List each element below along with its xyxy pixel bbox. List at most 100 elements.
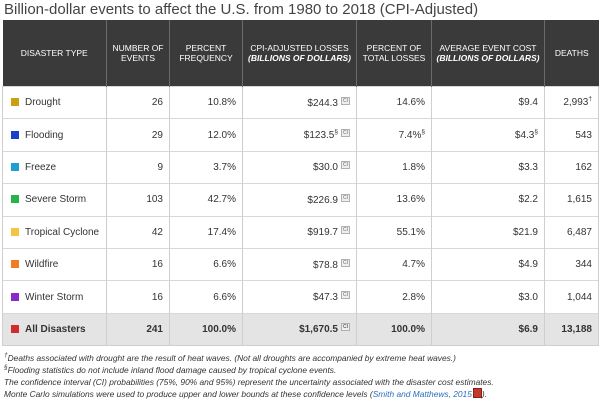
frequency-cell-value: 42.7% [207, 194, 236, 206]
avg-cost-cell-value: $6.9 [518, 323, 538, 335]
percent-losses-cell-mark: § [421, 128, 425, 136]
deaths-cell-value: 2,993 [563, 97, 589, 109]
frequency-cell: 6.6% [169, 280, 243, 314]
deaths-cell: 13,188 [544, 312, 599, 347]
disaster-type-cell: Tropical Cyclone [2, 215, 107, 249]
losses-cell-value: $244.3 [307, 97, 338, 109]
frequency-cell-value: 17.4% [207, 226, 236, 238]
smith-matthews-link[interactable]: Smith and Matthews, 2015 [372, 389, 472, 400]
table-row-total: All Disasters 241 100.0% $1,670.5 CI 100.0% $6… [2, 312, 599, 347]
header-disaster-type: DISASTER TYPE [2, 20, 107, 87]
table-row: Flooding 29 12.0% $123.5§ CI 7.4%§ $4.3§ 543 [2, 118, 599, 152]
percent-losses-cell-value: 7.4% [398, 129, 422, 141]
events-cell: 9 [106, 150, 170, 184]
deaths-cell: 1,044 [544, 280, 599, 314]
avg-cost-cell: $4.3§ [431, 118, 545, 152]
frequency-cell-value: 12.0% [207, 129, 236, 141]
losses-cell-value: $47.3 [312, 292, 338, 304]
percent-losses-cell-value: 55.1% [396, 226, 425, 238]
table-header-row: DISASTER TYPE NUMBER OF EVENTS PERCENT F… [2, 20, 599, 87]
avg-cost-cell: $3.0 [431, 280, 545, 314]
percent-losses-cell: 2.8% [356, 280, 432, 314]
disaster-type-label: All Disasters [25, 323, 86, 335]
ci-badge-icon[interactable]: CI [341, 129, 350, 138]
ci-badge-icon[interactable]: CI [341, 323, 350, 332]
disaster-type-cell: Flooding [2, 118, 107, 152]
losses-cell: $78.8 CI [242, 247, 357, 281]
frequency-cell-value: 6.6% [213, 259, 236, 271]
avg-cost-cell-value: $4.3 [514, 129, 535, 141]
deaths-cell-value: 6,487 [566, 226, 592, 238]
deaths-cell-value: 543 [575, 129, 592, 141]
color-swatch-icon [11, 292, 19, 301]
events-cell: 16 [106, 247, 170, 281]
ci-badge-icon[interactable]: CI [341, 161, 350, 170]
ci-badge-icon[interactable]: CI [341, 291, 350, 300]
header-percent-frequency: PERCENT FREQUENCY [169, 20, 243, 87]
avg-cost-cell-value: $3.3 [518, 161, 538, 173]
deaths-cell-value: 344 [575, 259, 592, 271]
deaths-cell-value: 1,044 [566, 291, 592, 303]
events-cell-value: 103 [146, 194, 163, 206]
section-mark: § [4, 364, 8, 371]
table-row: Freeze 9 3.7% $30.0 CI 1.8% $3.3 162 [2, 150, 599, 184]
losses-cell: $123.5§ CI [242, 118, 357, 152]
percent-losses-cell: 7.4%§ [356, 118, 432, 152]
footnote-ci: The confidence interval (CI) probabiliti… [4, 376, 494, 387]
ci-badge-icon[interactable]: CI [341, 96, 350, 105]
losses-cell: $244.3 CI [242, 85, 357, 119]
header-average-event-cost: AVERAGE EVENT COST (BILLIONS OF DOLLARS) [431, 20, 545, 87]
losses-cell: $226.9 CI [242, 183, 357, 217]
monte-carlo-suffix: ). [481, 389, 488, 400]
table-row: Wildfire 16 6.6% $78.8 CI 4.7% $4.9 344 [2, 247, 599, 281]
events-cell-value: 241 [146, 323, 163, 335]
footnote-flooding: §Flooding statistics do not include inla… [4, 364, 494, 377]
events-cell-value: 16 [151, 259, 163, 271]
avg-cost-cell: $2.2 [431, 183, 545, 217]
deaths-cell-mark: † [588, 95, 592, 103]
ci-badge-icon[interactable]: CI [341, 226, 350, 235]
losses-cell-value: $1,670.5 [299, 324, 338, 336]
color-swatch-icon [11, 324, 19, 333]
deaths-cell-value: 13,188 [561, 323, 592, 335]
percent-losses-cell: 14.6% [356, 85, 432, 119]
losses-cell-value: $30.0 [312, 162, 338, 174]
color-swatch-icon [11, 195, 19, 204]
disaster-type-label: Drought [25, 97, 61, 109]
percent-losses-cell-value: 13.6% [396, 194, 425, 206]
frequency-cell: 3.7% [169, 150, 243, 184]
header-losses-label: CPI-ADJUSTED LOSSES [250, 43, 349, 53]
color-swatch-icon [11, 130, 19, 139]
deaths-cell: 543 [544, 118, 599, 152]
table-row: Drought 26 10.8% $244.3 CI 14.6% $9.4 2,993† [2, 85, 599, 119]
deaths-cell-value: 1,615 [566, 194, 592, 206]
disaster-type-cell: Winter Storm [2, 280, 107, 314]
table-row: Winter Storm 16 6.6% $47.3 CI 2.8% $3.0 1,044 [2, 280, 599, 314]
footnote-drought-text: Deaths associated with drought are the r… [7, 353, 456, 363]
avg-cost-cell-mark: § [534, 128, 538, 136]
losses-cell-value: $123.5 [303, 130, 335, 142]
header-losses-unit: (BILLIONS OF DOLLARS) [248, 53, 351, 63]
percent-losses-cell-value: 1.8% [402, 161, 425, 173]
deaths-cell: 344 [544, 247, 599, 281]
events-cell: 16 [106, 280, 170, 314]
footnote-monte-carlo: Monte Carlo simulations were used to pro… [4, 388, 494, 401]
avg-cost-cell-value: $2.2 [518, 194, 538, 206]
events-cell: 42 [106, 215, 170, 249]
frequency-cell: 17.4% [169, 215, 243, 249]
ci-badge-icon[interactable]: CI [341, 258, 350, 267]
avg-cost-cell-value: $3.0 [518, 291, 538, 303]
losses-cell-value: $78.8 [312, 259, 338, 271]
frequency-cell: 42.7% [169, 183, 243, 217]
frequency-cell: 10.8% [169, 85, 243, 119]
table-row: Tropical Cyclone 42 17.4% $919.7 CI 55.1% $21.… [2, 215, 599, 249]
ci-badge-icon[interactable]: CI [341, 193, 350, 202]
percent-losses-cell: 55.1% [356, 215, 432, 249]
dagger-mark: † [4, 352, 8, 360]
header-deaths: DEATHS [544, 20, 599, 87]
avg-cost-cell: $3.3 [431, 150, 545, 184]
disaster-type-cell: Drought [2, 85, 107, 119]
header-percent-of-total-losses: PERCENT OF TOTAL LOSSES [356, 20, 432, 87]
pdf-icon[interactable] [472, 388, 482, 399]
events-cell-value: 29 [151, 129, 163, 141]
